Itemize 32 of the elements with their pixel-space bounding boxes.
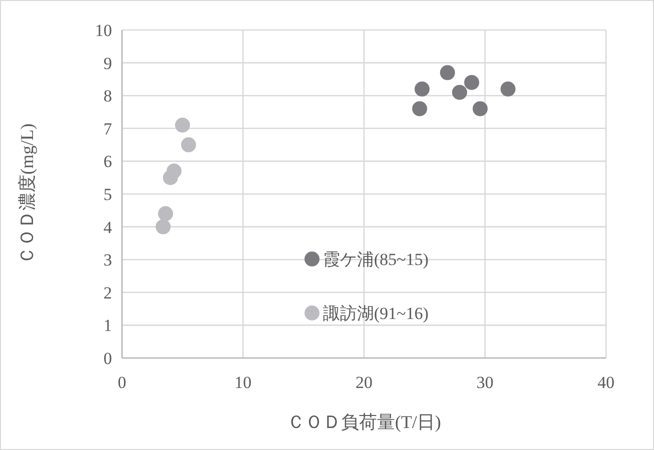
point [452, 84, 468, 100]
y-tick-label: 6 [104, 152, 112, 172]
legend-label: 霞ケ浦(85~15) [323, 250, 429, 269]
point [472, 101, 488, 116]
point [166, 164, 182, 179]
y-tick-label: 8 [104, 86, 112, 106]
y-tick-label: 3 [104, 250, 112, 270]
x-tick-label: 10 [234, 373, 252, 392]
point [158, 206, 174, 222]
y-tick-label: 4 [104, 218, 112, 237]
y-tick-label: 9 [104, 54, 112, 73]
point [181, 137, 196, 152]
x-tick-label: 0 [118, 373, 126, 392]
y-tick-label: 7 [104, 119, 112, 138]
point [440, 65, 455, 80]
y-tick-label: 2 [104, 283, 112, 302]
point [175, 118, 190, 133]
y-tick-label: 1 [104, 316, 112, 336]
y-axis-title: ＣＯＤ濃度(mg/L) [17, 124, 37, 264]
y-tick-label: 5 [104, 185, 112, 204]
legend-label: 諏訪湖(91~16) [323, 304, 429, 323]
point [156, 219, 171, 234]
point [464, 74, 480, 90]
x-tick-label: 40 [598, 373, 614, 392]
y-tick-label: 0 [104, 349, 112, 368]
point [412, 101, 428, 116]
x-axis-title: ＣＯＤ負荷量(T/日) [287, 412, 441, 432]
point [414, 82, 430, 97]
x-tick-label: 20 [356, 373, 372, 392]
x-tick-label: 30 [476, 373, 494, 392]
y-tick-label: 10 [95, 21, 112, 40]
point [500, 82, 516, 97]
